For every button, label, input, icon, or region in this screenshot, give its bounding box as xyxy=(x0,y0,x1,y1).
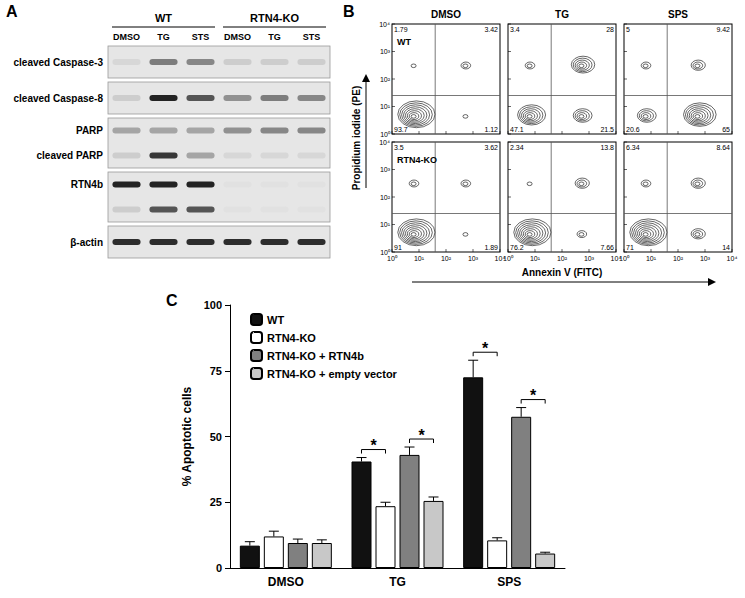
svg-text:10⁴: 10⁴ xyxy=(610,255,622,262)
svg-text:RTN4-KO: RTN4-KO xyxy=(397,155,437,165)
svg-text:B: B xyxy=(343,3,355,20)
svg-text:9.42: 9.42 xyxy=(716,26,730,33)
svg-text:STS: STS xyxy=(303,32,321,42)
svg-text:β-actin: β-actin xyxy=(70,237,103,248)
svg-text:RTN4-KO + empty vector: RTN4-KO + empty vector xyxy=(267,368,398,380)
svg-text:cleaved PARP: cleaved PARP xyxy=(36,150,103,161)
svg-text:10¹: 10¹ xyxy=(530,255,541,262)
svg-text:10⁴: 10⁴ xyxy=(379,139,390,146)
svg-text:1.79: 1.79 xyxy=(394,26,408,33)
svg-text:10¹: 10¹ xyxy=(646,255,657,262)
svg-text:10³: 10³ xyxy=(468,255,479,262)
svg-text:10⁰: 10⁰ xyxy=(503,255,514,262)
svg-text:A: A xyxy=(6,3,18,20)
svg-text:C: C xyxy=(166,292,178,309)
svg-text:10²: 10² xyxy=(380,194,391,201)
svg-text:93.7: 93.7 xyxy=(394,126,408,133)
svg-text:10²: 10² xyxy=(441,255,452,262)
svg-text:7.66: 7.66 xyxy=(600,244,614,251)
svg-text:14: 14 xyxy=(722,244,730,251)
svg-text:Annexin V (FITC): Annexin V (FITC) xyxy=(522,267,603,278)
svg-text:5: 5 xyxy=(626,26,630,33)
svg-text:2.34: 2.34 xyxy=(510,144,524,151)
svg-text:RTN4-KO: RTN4-KO xyxy=(250,12,299,24)
svg-text:PARP: PARP xyxy=(76,125,103,136)
svg-text:cleaved Caspase-3: cleaved Caspase-3 xyxy=(13,57,103,68)
svg-text:WT: WT xyxy=(155,12,172,24)
svg-text:10⁴: 10⁴ xyxy=(727,255,738,262)
svg-text:10⁴: 10⁴ xyxy=(379,21,390,28)
svg-text:DMSO: DMSO xyxy=(113,32,140,42)
svg-text:3.5: 3.5 xyxy=(394,144,404,151)
svg-text:10³: 10³ xyxy=(380,166,391,173)
svg-text:25: 25 xyxy=(210,496,222,508)
svg-text:8.64: 8.64 xyxy=(716,144,730,151)
svg-text:50: 50 xyxy=(210,431,222,443)
svg-text:TG: TG xyxy=(268,32,281,42)
svg-text:3.42: 3.42 xyxy=(484,26,498,33)
svg-text:10⁰: 10⁰ xyxy=(380,248,390,256)
svg-text:10⁰: 10⁰ xyxy=(380,131,391,138)
svg-text:STS: STS xyxy=(192,32,210,42)
svg-text:65: 65 xyxy=(722,126,730,133)
svg-text:RTN4-KO: RTN4-KO xyxy=(267,332,316,344)
svg-text:*: * xyxy=(370,437,377,454)
svg-text:TG: TG xyxy=(555,9,569,20)
svg-text:10³: 10³ xyxy=(700,255,711,262)
svg-text:cleaved Caspase-8: cleaved Caspase-8 xyxy=(13,93,103,104)
svg-text:DMSO: DMSO xyxy=(224,32,251,42)
svg-text:47.1: 47.1 xyxy=(510,126,524,133)
svg-text:10⁰: 10⁰ xyxy=(387,255,398,262)
svg-text:*: * xyxy=(530,387,537,404)
svg-text:*: * xyxy=(482,340,489,357)
svg-text:SPS: SPS xyxy=(497,575,521,589)
svg-text:20.6: 20.6 xyxy=(626,126,640,133)
svg-text:Propidium iodide (PE): Propidium iodide (PE) xyxy=(351,86,362,190)
svg-text:3.62: 3.62 xyxy=(484,144,498,151)
svg-text:71: 71 xyxy=(626,244,634,251)
svg-text:DMSO: DMSO xyxy=(431,9,461,20)
svg-text:10²: 10² xyxy=(380,76,391,83)
svg-text:10¹: 10¹ xyxy=(414,255,425,262)
svg-text:RTN4b: RTN4b xyxy=(71,179,103,190)
svg-text:DMSO: DMSO xyxy=(268,575,304,589)
svg-text:WT: WT xyxy=(267,314,284,326)
svg-text:10¹: 10¹ xyxy=(380,103,391,110)
svg-text:13.8: 13.8 xyxy=(600,144,614,151)
svg-text:TG: TG xyxy=(157,32,170,42)
svg-text:100: 100 xyxy=(204,299,222,311)
svg-text:TG: TG xyxy=(389,575,406,589)
svg-text:10¹: 10¹ xyxy=(380,221,391,228)
svg-text:3.4: 3.4 xyxy=(510,26,520,33)
svg-text:21.5: 21.5 xyxy=(600,126,614,133)
svg-text:SPS: SPS xyxy=(668,9,688,20)
svg-text:1.89: 1.89 xyxy=(484,244,498,251)
svg-text:75: 75 xyxy=(210,365,222,377)
svg-text:10⁴: 10⁴ xyxy=(494,255,506,262)
svg-text:6.34: 6.34 xyxy=(626,144,640,151)
svg-text:76.2: 76.2 xyxy=(510,244,524,251)
svg-text:10⁰: 10⁰ xyxy=(619,255,630,262)
svg-text:*: * xyxy=(418,427,425,444)
svg-text:0: 0 xyxy=(216,562,222,574)
svg-text:10³: 10³ xyxy=(380,48,391,55)
svg-text:10³: 10³ xyxy=(584,255,595,262)
svg-text:28: 28 xyxy=(606,26,614,33)
svg-text:91: 91 xyxy=(394,244,402,251)
svg-text:RTN4-KO + RTN4b: RTN4-KO + RTN4b xyxy=(267,350,364,362)
svg-text:% Apoptotic cells: % Apoptotic cells xyxy=(180,386,194,486)
svg-text:WT: WT xyxy=(397,37,411,47)
svg-text:10²: 10² xyxy=(557,255,568,262)
svg-text:1.12: 1.12 xyxy=(484,126,498,133)
svg-text:10²: 10² xyxy=(673,255,684,262)
